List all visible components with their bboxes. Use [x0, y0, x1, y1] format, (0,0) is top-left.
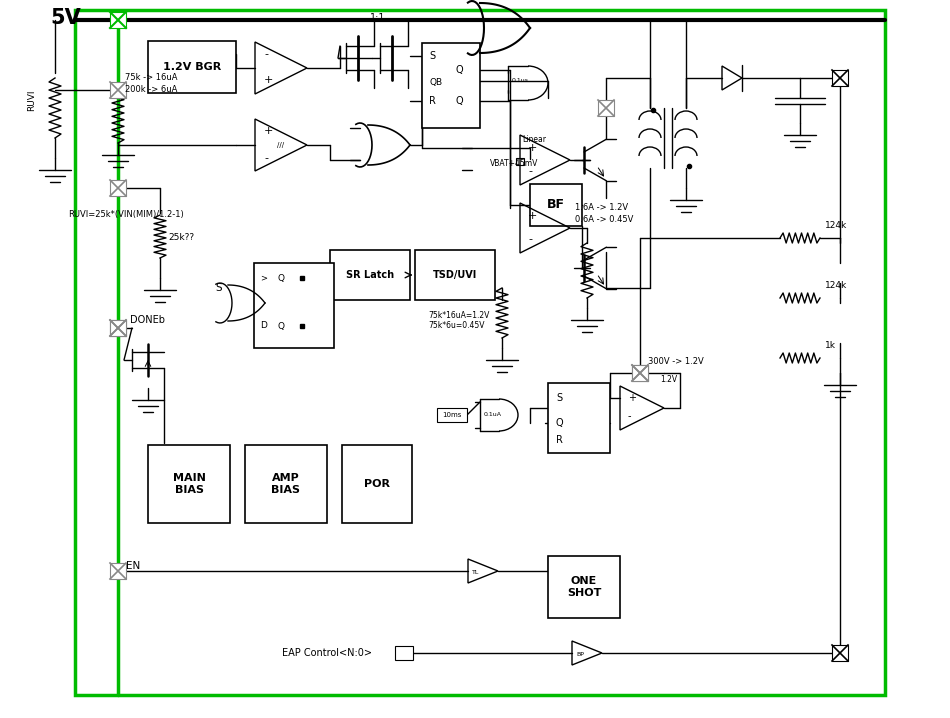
Text: 1.2V BGR: 1.2V BGR: [162, 62, 221, 72]
Bar: [422, 43, 480, 128]
Bar: [832, 645, 848, 661]
Text: Q: Q: [278, 322, 285, 330]
Text: 75k*6u=0.45V: 75k*6u=0.45V: [428, 322, 484, 330]
Text: 10ms: 10ms: [443, 412, 462, 418]
Bar: [548, 383, 610, 453]
Text: ///: ///: [277, 142, 285, 148]
Bar: [110, 82, 126, 98]
Text: SR Latch: SR Latch: [346, 270, 394, 280]
Text: RUVI=25k*(VIN(MIM)/1.2-1): RUVI=25k*(VIN(MIM)/1.2-1): [68, 210, 183, 220]
Text: -: -: [528, 234, 532, 244]
Text: Linear: Linear: [522, 136, 546, 144]
Text: +: +: [528, 143, 538, 153]
Text: BF: BF: [547, 198, 565, 212]
Text: 0.6A -> 0.45V: 0.6A -> 0.45V: [575, 215, 634, 225]
Text: R: R: [556, 435, 562, 445]
Bar: [330, 250, 410, 300]
Bar: [632, 365, 648, 381]
Text: R: R: [429, 96, 436, 106]
Text: +: +: [528, 211, 538, 221]
Text: EAP Control<N:0>: EAP Control<N:0>: [282, 648, 372, 658]
Text: QB: QB: [429, 78, 442, 88]
Text: -: -: [528, 166, 532, 176]
Text: DONEb: DONEb: [130, 315, 165, 325]
Text: EN: EN: [126, 561, 141, 571]
Bar: [110, 12, 126, 28]
Text: 5V: 5V: [50, 8, 81, 28]
Text: S: S: [556, 393, 562, 403]
Text: +: +: [264, 75, 274, 85]
Text: -: -: [264, 49, 268, 59]
Text: +: +: [264, 126, 274, 136]
Bar: [254, 263, 334, 348]
Bar: [75, 10, 885, 695]
Text: 1.6A -> 1.2V: 1.6A -> 1.2V: [575, 203, 628, 213]
Text: 300V -> 1.2V: 300V -> 1.2V: [648, 358, 704, 366]
Bar: [832, 70, 848, 86]
Text: 75k -> 16uA: 75k -> 16uA: [125, 73, 178, 83]
Text: 25k??: 25k??: [168, 233, 194, 243]
Text: +: +: [628, 393, 636, 403]
Text: 75k*16uA=1.2V: 75k*16uA=1.2V: [428, 310, 489, 320]
Text: S: S: [215, 283, 221, 293]
Text: >: >: [260, 274, 267, 282]
Bar: [530, 184, 582, 226]
Text: RUVI: RUVI: [28, 89, 36, 111]
Text: Q: Q: [455, 65, 463, 75]
Bar: [415, 250, 495, 300]
Text: 0.1us: 0.1us: [511, 78, 528, 83]
Bar: [598, 100, 614, 116]
Text: D: D: [260, 322, 267, 330]
Bar: [342, 445, 412, 523]
Text: 0.1uA: 0.1uA: [484, 413, 502, 417]
Bar: [632, 365, 648, 381]
Text: 124k: 124k: [825, 281, 847, 291]
Text: ONE
SHOT: ONE SHOT: [567, 577, 601, 598]
Text: -: -: [628, 411, 632, 421]
Text: 1k: 1k: [825, 342, 836, 350]
Bar: [110, 563, 126, 579]
Bar: [110, 180, 126, 196]
Text: BP: BP: [576, 653, 584, 658]
Bar: [395, 646, 413, 660]
Text: Q: Q: [455, 96, 463, 106]
Text: MAIN
BIAS: MAIN BIAS: [173, 473, 205, 495]
Bar: [437, 408, 467, 422]
Bar: [148, 445, 230, 523]
Bar: [245, 445, 327, 523]
Text: TL: TL: [472, 571, 480, 576]
Text: TSD/UVI: TSD/UVI: [433, 270, 477, 280]
Text: 124k: 124k: [825, 221, 847, 230]
Text: 1.2V: 1.2V: [660, 376, 677, 385]
Text: VBAT+45mV: VBAT+45mV: [490, 159, 539, 167]
Text: -: -: [264, 153, 268, 163]
Bar: [548, 556, 620, 618]
Text: AMP
BIAS: AMP BIAS: [272, 473, 300, 495]
Text: POR: POR: [364, 479, 390, 489]
Bar: [110, 320, 126, 336]
Text: 1:1: 1:1: [370, 13, 386, 23]
Bar: [148, 41, 236, 93]
Bar: [110, 320, 126, 336]
Text: S: S: [429, 51, 435, 61]
Text: Q: Q: [278, 274, 285, 282]
Bar: [516, 158, 524, 165]
Text: 200k -> 6uA: 200k -> 6uA: [125, 85, 178, 95]
Text: Q: Q: [556, 418, 563, 428]
